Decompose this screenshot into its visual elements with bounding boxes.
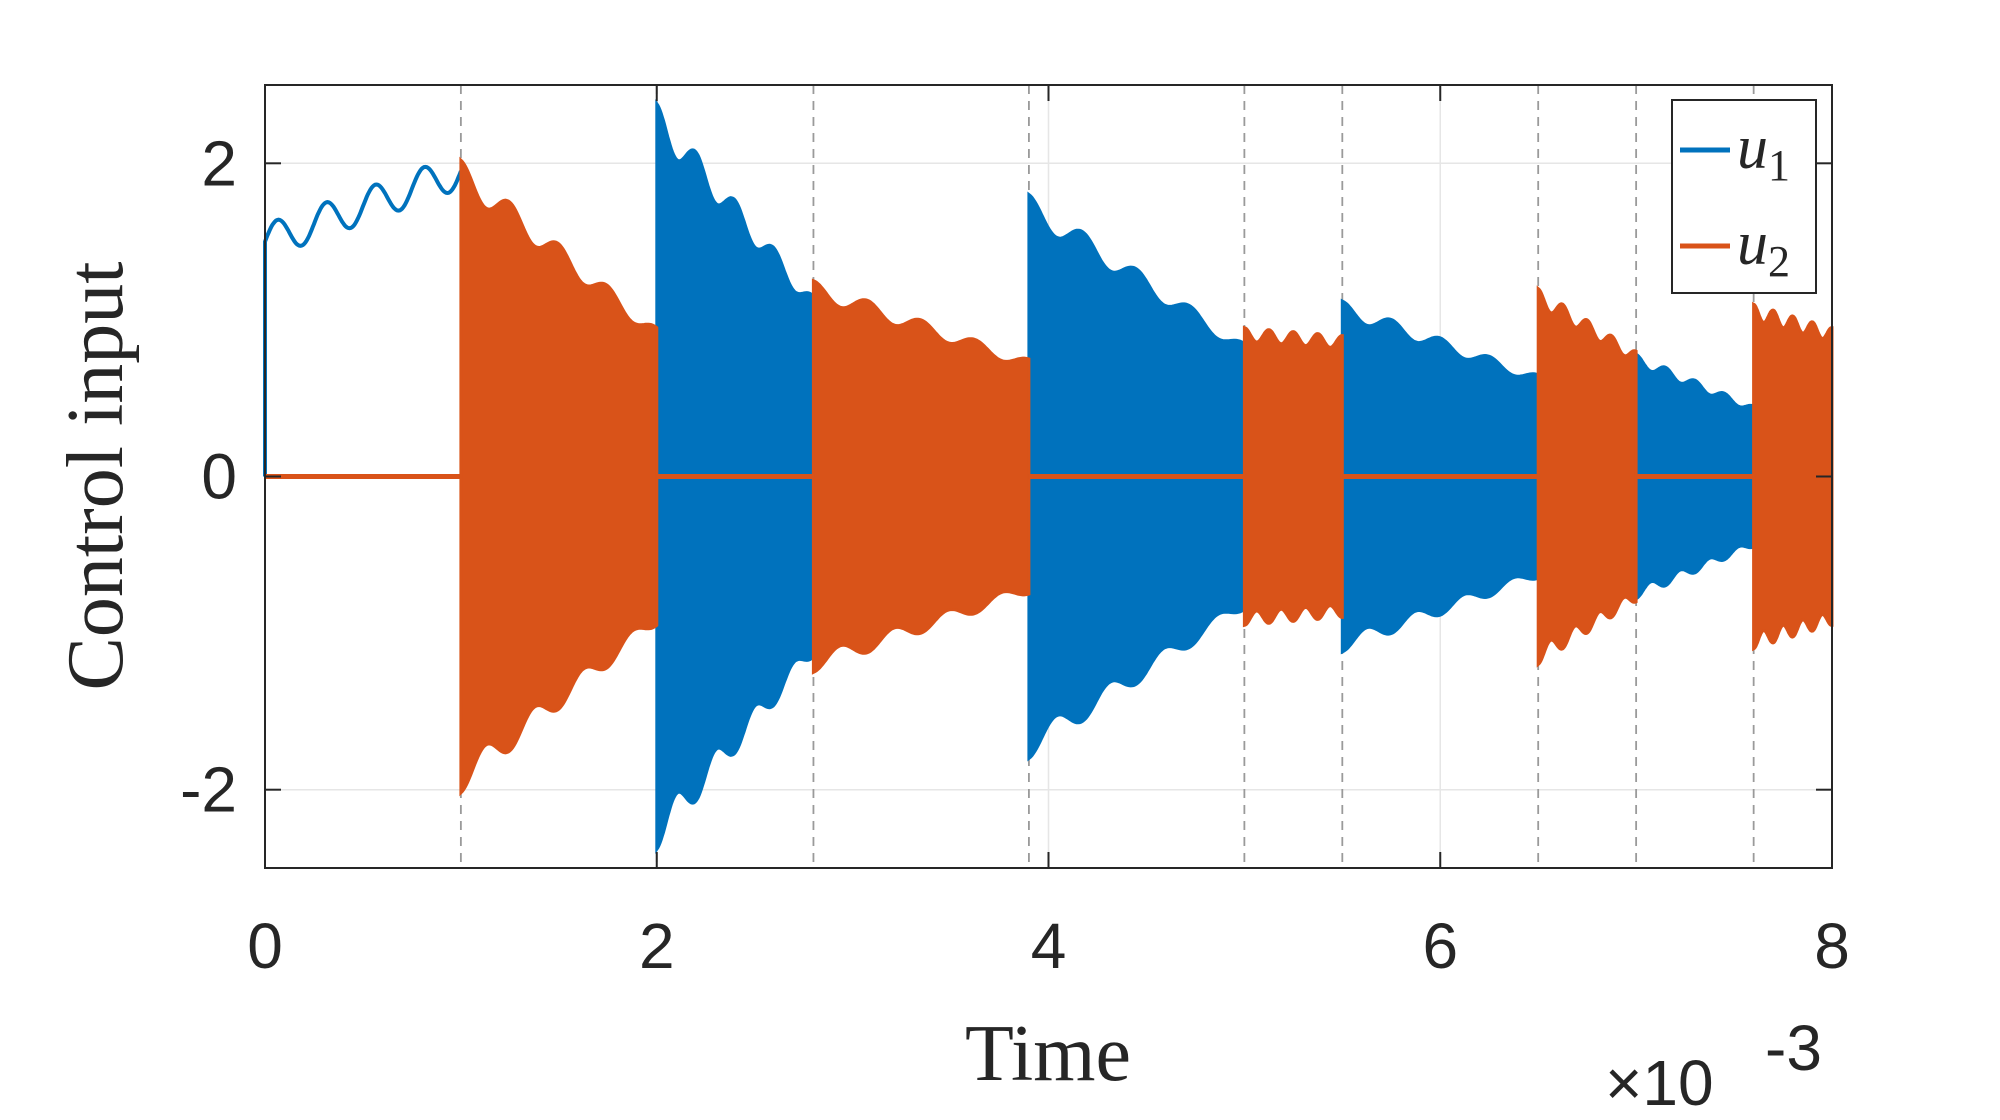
- y-tick-label-1: 0: [201, 441, 237, 513]
- x-tick-label-3: 6: [1422, 910, 1458, 982]
- y-tick-label-2: 2: [201, 127, 237, 199]
- x-tick-label-0: 0: [247, 910, 283, 982]
- ticks: [264, 85, 1833, 868]
- series-layer: [263, 98, 1834, 855]
- oscillation-band-7: [1536, 285, 1638, 668]
- x-exponent-power: -3: [1765, 1012, 1822, 1084]
- x-tick-label-2: 4: [1031, 910, 1067, 982]
- x-exponent: ×10 -3: [1605, 1012, 1822, 1119]
- legend-label-u2: u2: [1737, 210, 1790, 286]
- legend-label-u1: u1: [1737, 114, 1790, 190]
- legend: u1 u2: [1671, 99, 1817, 294]
- oscillation-band-5: [1242, 325, 1344, 628]
- legend-entry-u2: u2: [1680, 210, 1790, 286]
- y-tick-label-0: -2: [180, 754, 237, 826]
- smooth-segment-0: [263, 164, 463, 477]
- x-tick-label-1: 2: [639, 910, 675, 982]
- series-u2: [265, 156, 1834, 797]
- y-tick-labels: -2 0 2: [180, 127, 237, 825]
- x-tick-label-4: 8: [1814, 910, 1850, 982]
- oscillation-band-1: [459, 156, 659, 797]
- x-axis-label: Time: [965, 1010, 1131, 1098]
- legend-entry-u1: u1: [1680, 114, 1790, 190]
- oscillation-band-3: [811, 278, 1031, 675]
- x-tick-labels: 0 2 4 6 8: [247, 910, 1850, 982]
- legend-box: [1671, 99, 1817, 294]
- y-axis-label: Control input: [52, 262, 140, 691]
- x-exponent-base: ×10: [1605, 1047, 1714, 1119]
